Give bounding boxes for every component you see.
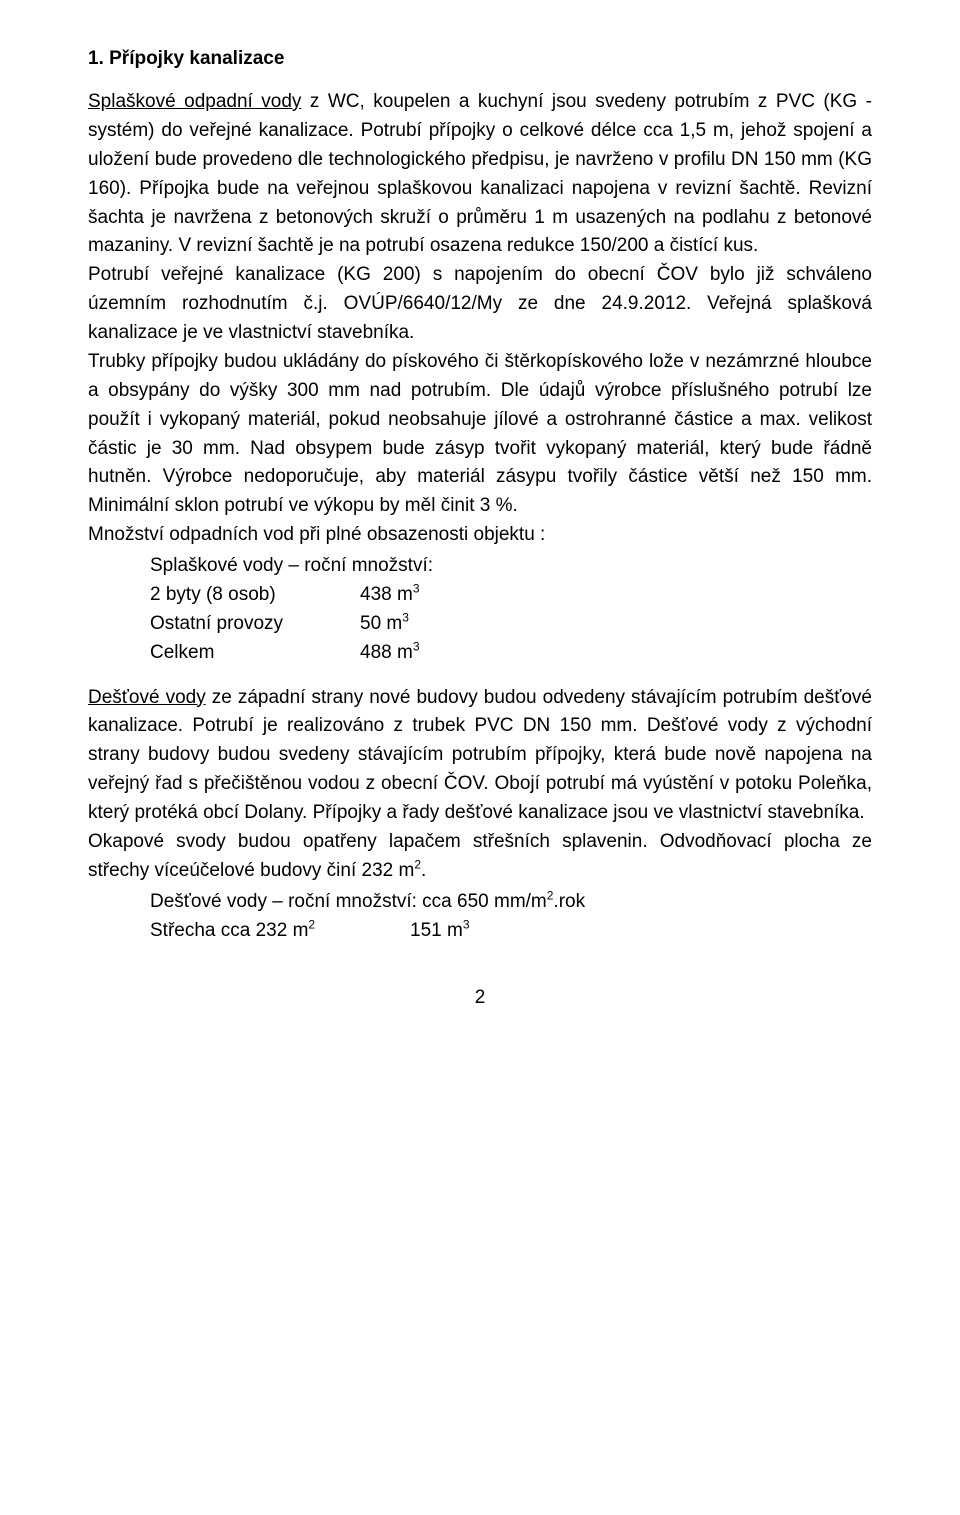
paragraph-1-body: z WC, koupelen a kuchyní jsou svedeny po… <box>88 91 872 256</box>
lead-term-splaskove: Splaškové odpadní vody <box>88 91 301 112</box>
rainwater-title: Dešťové vody – roční množství: cca 650 m… <box>150 888 872 917</box>
row-value: 488 m3 <box>360 639 420 668</box>
paragraph-1: Splaškové odpadní vody z WC, koupelen a … <box>88 88 872 261</box>
paragraph-3: Trubky přípojky budou ukládány do pískov… <box>88 348 872 521</box>
wastewater-table: Splaškové vody – roční množství: 2 byty … <box>150 552 872 668</box>
row-label: 2 byty (8 osob) <box>150 581 360 610</box>
wastewater-row: 2 byty (8 osob) 438 m3 <box>150 581 872 610</box>
paragraph-2: Potrubí veřejné kanalizace (KG 200) s na… <box>88 261 872 348</box>
row-label: Ostatní provozy <box>150 610 360 639</box>
row-value: 438 m3 <box>360 581 420 610</box>
lead-term-destove: Dešťové vody <box>88 687 206 708</box>
row-value: 151 m3 <box>410 917 470 946</box>
paragraph-5: Dešťové vody ze západní strany nové budo… <box>88 684 872 828</box>
wastewater-row: Ostatní provozy 50 m3 <box>150 610 872 639</box>
paragraph-5-body: ze západní strany nové budovy budou odve… <box>88 687 872 824</box>
row-label: Celkem <box>150 639 360 668</box>
wastewater-row: Celkem 488 m3 <box>150 639 872 668</box>
paragraph-6: Okapové svody budou opatřeny lapačem stř… <box>88 828 872 886</box>
row-value: 50 m3 <box>360 610 409 639</box>
section-heading: 1. Přípojky kanalizace <box>88 48 872 70</box>
wastewater-title: Splaškové vody – roční množství: <box>150 552 872 581</box>
page-number: 2 <box>88 987 872 1009</box>
row-label: Střecha cca 232 m2 <box>150 917 410 946</box>
rainwater-table: Dešťové vody – roční množství: cca 650 m… <box>150 888 872 946</box>
paragraph-4: Množství odpadních vod při plné obsazeno… <box>88 521 872 550</box>
rainwater-row: Střecha cca 232 m2 151 m3 <box>150 917 872 946</box>
